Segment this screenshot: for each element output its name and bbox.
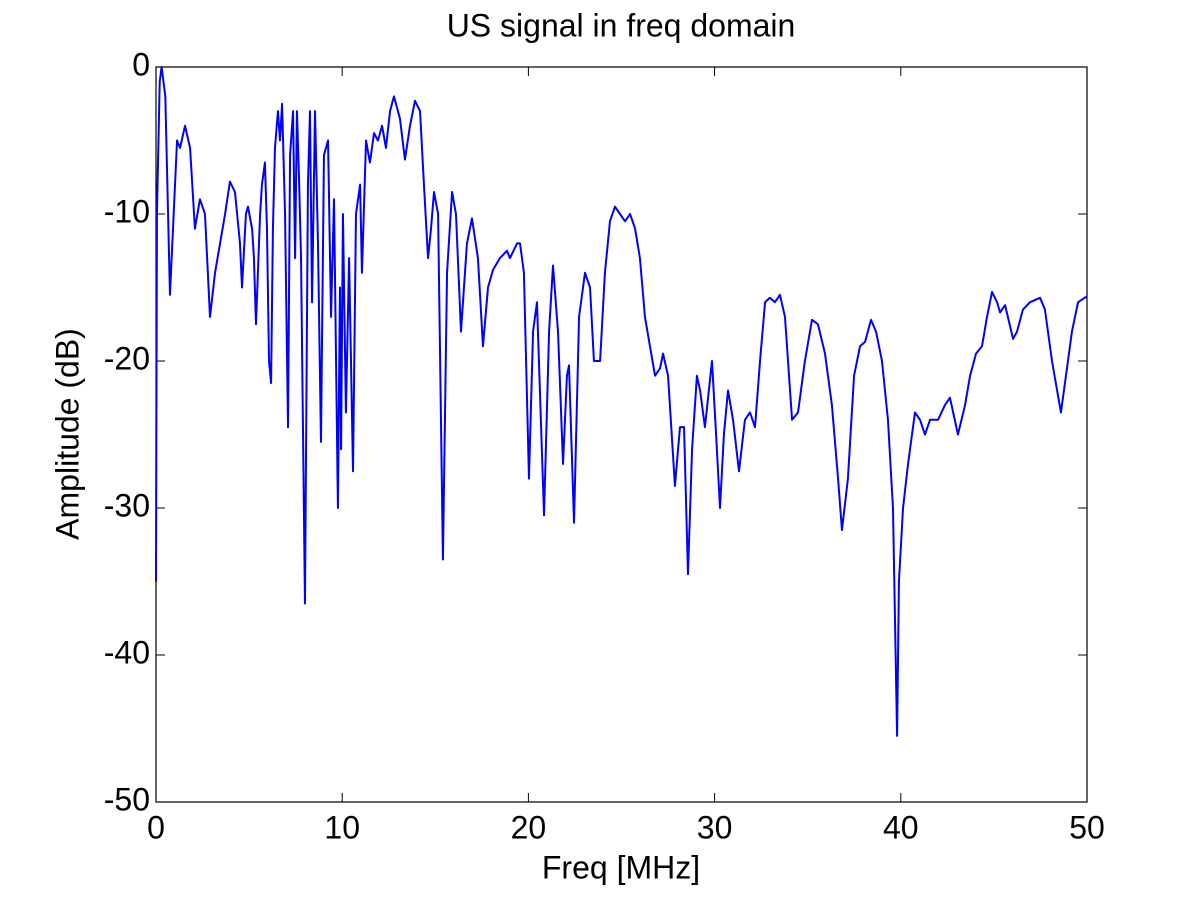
y-tick-label: -20	[104, 340, 150, 376]
y-tick-label: -10	[104, 193, 150, 229]
y-axis-label: Amplitude (dB)	[49, 328, 85, 540]
y-tick-label: 0	[132, 46, 150, 82]
y-tick-label: -40	[104, 634, 150, 670]
x-tick-label: 20	[511, 809, 547, 845]
x-tick-label: 30	[697, 809, 733, 845]
x-tick-label: 0	[147, 809, 165, 845]
chart-title: US signal in freq domain	[447, 7, 796, 43]
x-tick-label: 50	[1069, 809, 1105, 845]
data-line	[155, 66, 1088, 737]
y-tick-label: -50	[104, 781, 150, 817]
x-tick-label: 40	[883, 809, 919, 845]
x-tick-label: 10	[324, 809, 360, 845]
y-tick-label: -30	[104, 487, 150, 523]
x-axis-label: Freq [MHz]	[542, 849, 700, 885]
